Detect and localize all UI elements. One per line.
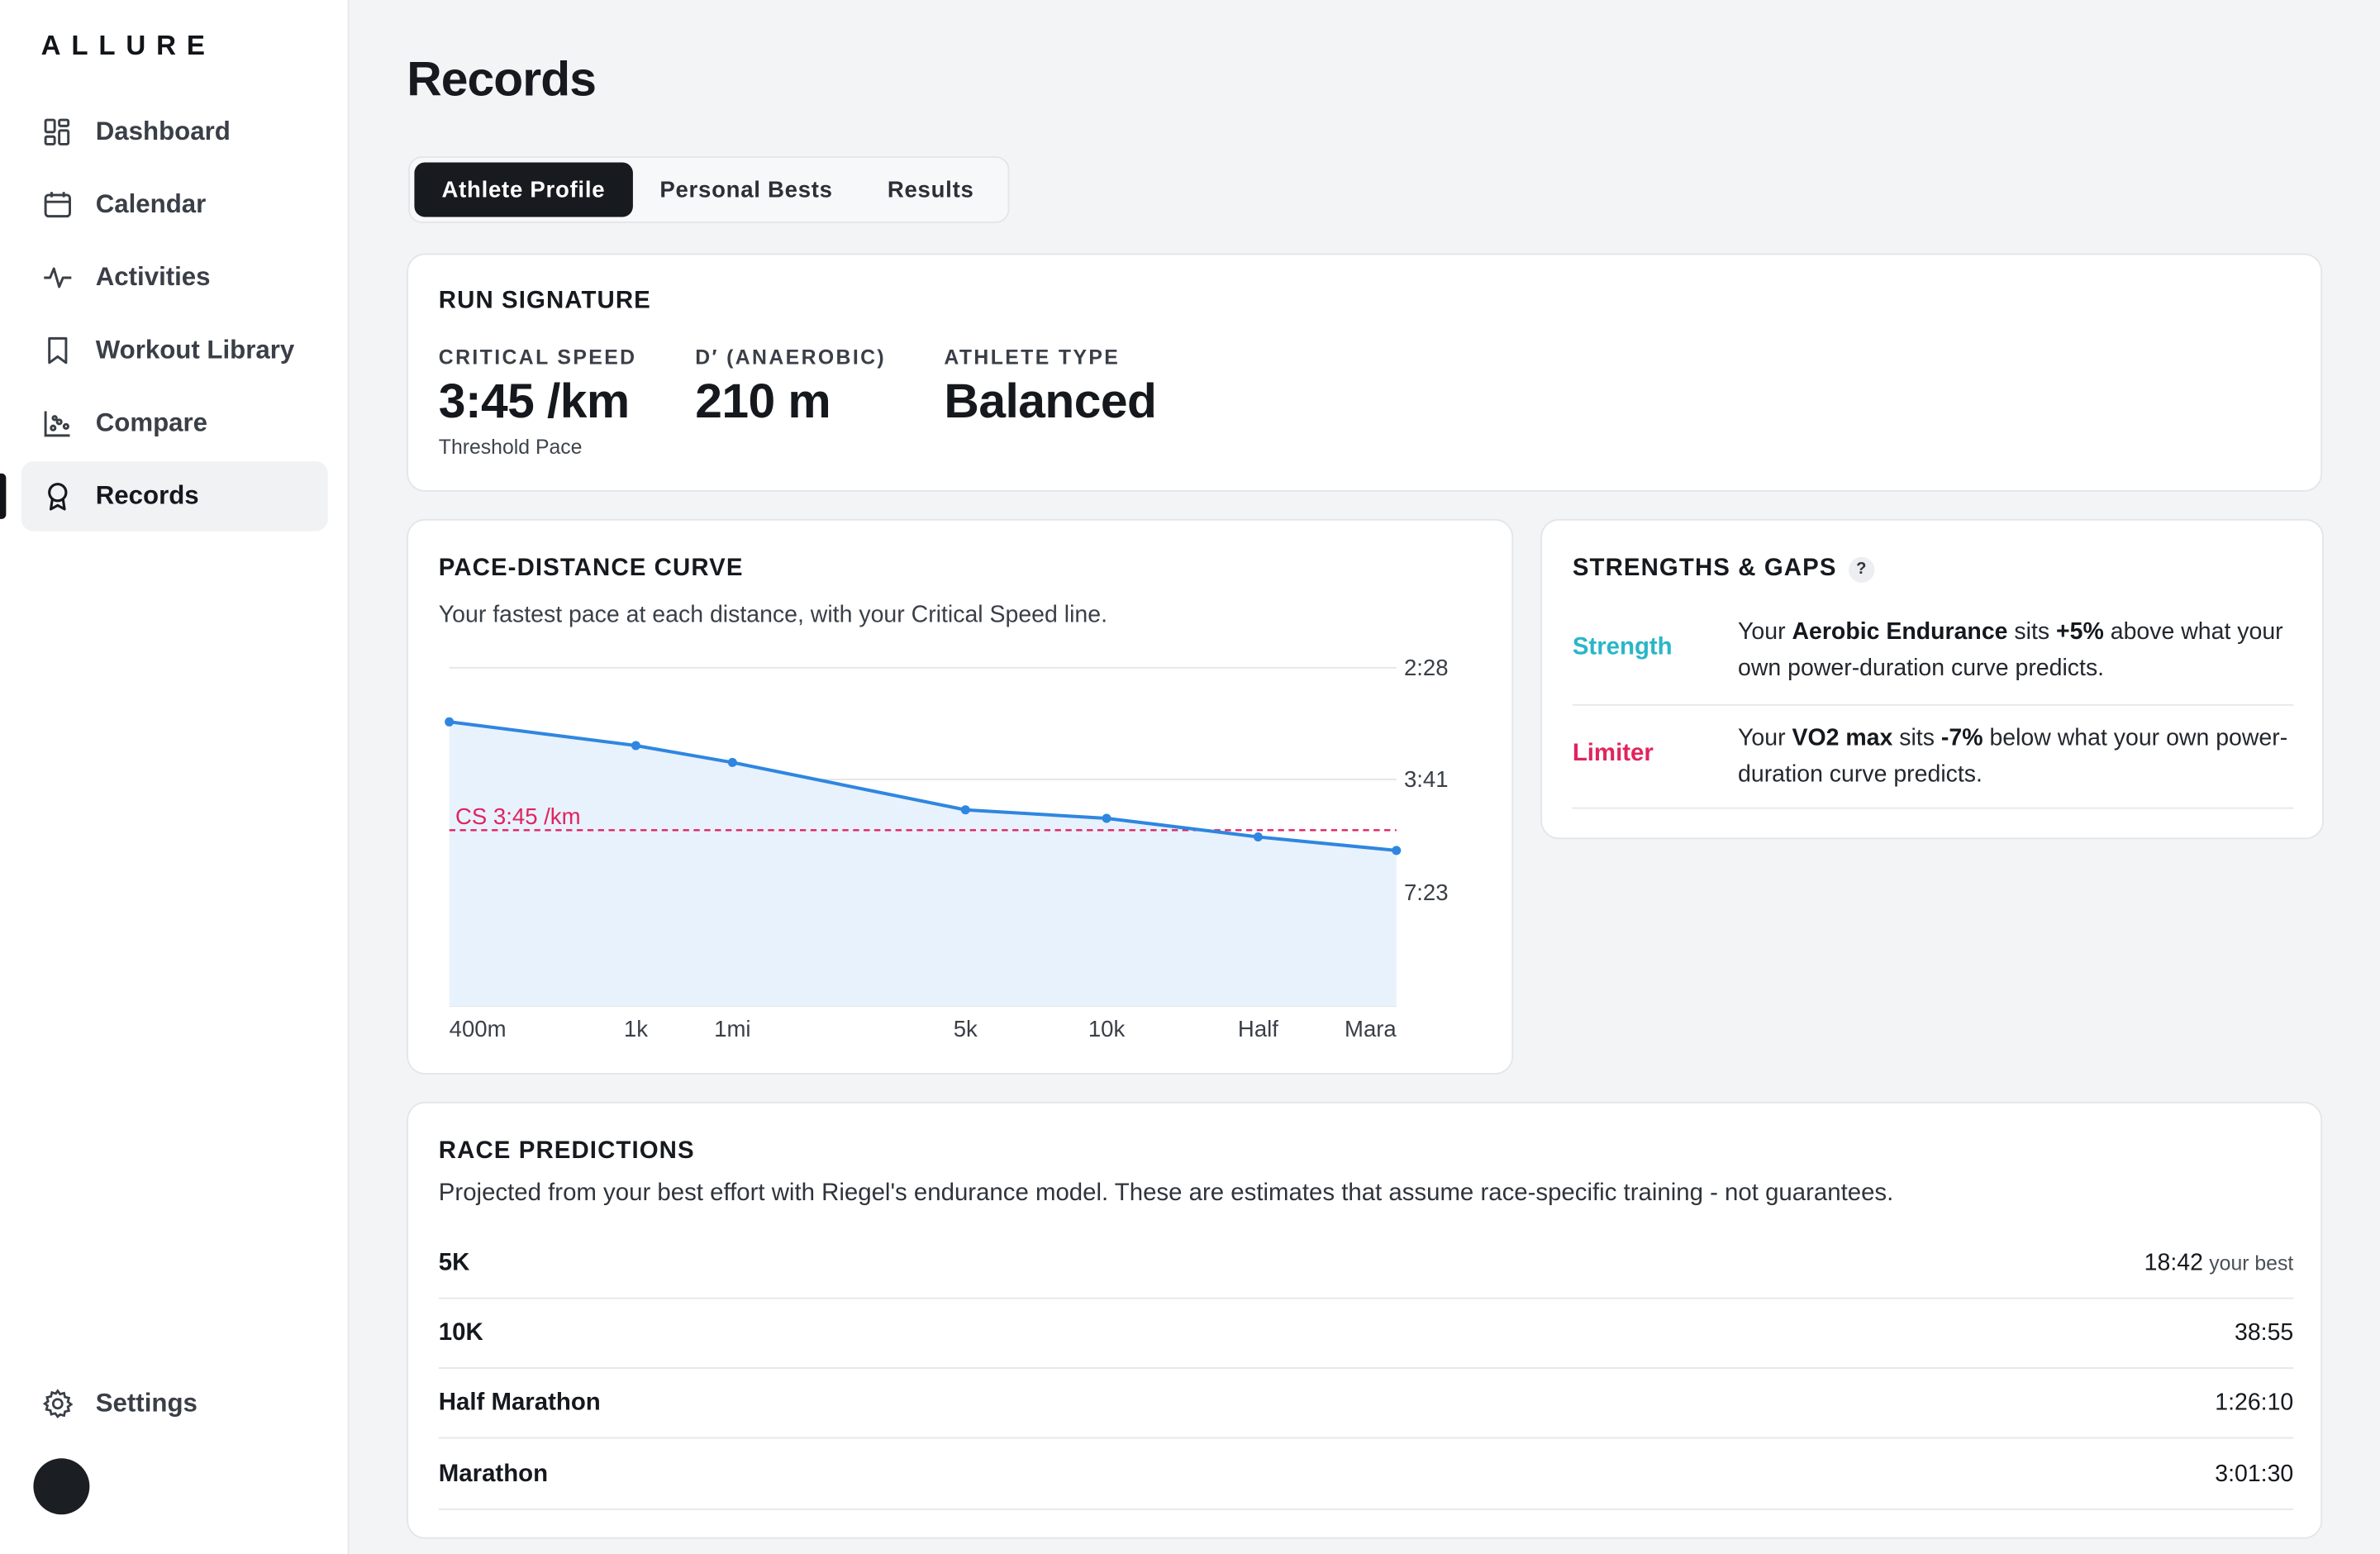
table-row: Marathon 3:01:30 (438, 1440, 2294, 1510)
card-description: Your fastest pace at each distance, with… (438, 602, 1107, 629)
best-note: your best (2209, 1251, 2294, 1275)
sidebar-item-label: Calendar (95, 189, 207, 219)
d-prime-metric: D′ (ANAEROBIC) 210 m (695, 346, 886, 430)
calendar-icon (42, 189, 73, 220)
sidebar-nav: Dashboard Calendar Activities Workout Li… (0, 97, 328, 534)
sidebar-item-compare[interactable]: Compare (21, 388, 328, 458)
card-title: RACE PREDICTIONS (438, 1137, 695, 1165)
data-point (631, 741, 640, 751)
race-name: Half Marathon (438, 1389, 601, 1415)
sidebar-item-label: Settings (95, 1388, 198, 1418)
strength-text: Your Aerobic Endurance sits +5% above wh… (1738, 619, 2283, 681)
x-tick-label: 1mi (714, 1016, 750, 1042)
help-icon[interactable]: ? (1849, 555, 1875, 583)
limiter-row: Limiter Your VO2 max sits -7% below what… (1572, 721, 2294, 809)
race-time: 1:26:10 (2215, 1389, 2294, 1415)
card-title-text: STRENGTHS & GAPS (1572, 555, 1837, 582)
table-row: Half Marathon 1:26:10 (438, 1369, 2294, 1439)
critical-speed-label: CS 3:45 /km (455, 803, 581, 829)
sidebar-item-workout-library[interactable]: Workout Library (21, 316, 328, 385)
race-name: 5K (438, 1249, 470, 1276)
x-tick-label: 5k (954, 1016, 978, 1042)
tab-personal-bests[interactable]: Personal Bests (659, 176, 833, 203)
sidebar-item-calendar[interactable]: Calendar (21, 170, 328, 240)
data-point (445, 717, 455, 727)
sidebar-item-label: Workout Library (95, 335, 295, 365)
table-row: 5K 18:42 your best (438, 1229, 2294, 1299)
card-description: Projected from your best effort with Rie… (438, 1180, 1894, 1207)
tab-results[interactable]: Results (887, 176, 974, 203)
card-title: RUN SIGNATURE (438, 288, 651, 315)
area-fill (449, 722, 1397, 1007)
race-name: 10K (438, 1319, 483, 1346)
race-time: 3:01:30 (2215, 1461, 2294, 1487)
scatter-chart-icon (42, 408, 73, 439)
sidebar-item-records[interactable]: Records (0, 461, 328, 532)
metric-subtext: Threshold Pace (438, 435, 583, 459)
sidebar-item-label: Dashboard (95, 117, 231, 146)
avatar[interactable] (33, 1458, 90, 1515)
bookmark-icon (42, 336, 73, 366)
sidebar-item-settings[interactable]: Settings (21, 1369, 328, 1438)
critical-speed-metric: CRITICAL SPEED 3:45 /km Threshold Pace (439, 346, 637, 459)
sidebar-item-dashboard[interactable]: Dashboard (21, 97, 328, 166)
race-time: 18:42 your best (2144, 1249, 2294, 1276)
metric-label: CRITICAL SPEED (438, 346, 637, 369)
page-title: Records (407, 51, 597, 107)
card-title: PACE-DISTANCE CURVE (438, 555, 744, 582)
settings-section: Settings (21, 1369, 328, 1442)
data-point (960, 805, 970, 815)
strength-row: Strength Your Aerobic Endurance sits +5%… (1572, 615, 2294, 706)
metric-label: ATHLETE TYPE (944, 346, 1121, 369)
award-icon (42, 481, 73, 512)
x-tick-label: Mara (1345, 1016, 1397, 1042)
x-tick-label: 1k (624, 1016, 648, 1042)
data-point (1253, 832, 1263, 842)
gear-icon (42, 1389, 74, 1419)
y-tick-label: 3:41 (1404, 766, 1449, 792)
pace-distance-card: PACE-DISTANCE CURVE Your fastest pace at… (407, 518, 1514, 1075)
y-tick-label: 7:23 (1404, 879, 1449, 905)
activity-icon (42, 263, 73, 293)
race-predictions-card: RACE PREDICTIONS Projected from your bes… (407, 1101, 2323, 1539)
athlete-type-metric: ATHLETE TYPE Balanced (944, 346, 1156, 430)
x-tick-label: 400m (450, 1016, 507, 1042)
metric-value: 3:45 /km (438, 373, 630, 428)
card-title: STRENGTHS & GAPS ? (1573, 555, 1875, 583)
active-indicator (0, 473, 7, 519)
limiter-tag: Limiter (1572, 740, 1654, 767)
metric-label: D′ (ANAEROBIC) (695, 346, 887, 369)
strength-tag: Strength (1572, 634, 1673, 660)
tab-athlete-profile[interactable]: Athlete Profile (414, 162, 633, 217)
sidebar-item-label: Compare (95, 408, 208, 437)
data-point (1392, 846, 1402, 856)
sidebar-item-label: Activities (95, 262, 211, 292)
data-point (727, 757, 737, 767)
strengths-gaps-card: STRENGTHS & GAPS ? Strength Your Aerobic… (1540, 518, 2324, 840)
run-signature-card: RUN SIGNATURE CRITICAL SPEED 3:45 /km Th… (407, 253, 2323, 492)
data-point (1102, 813, 1111, 823)
sidebar-item-activities[interactable]: Activities (21, 243, 328, 312)
table-row: 10K 38:55 (438, 1299, 2294, 1369)
race-time: 38:55 (2234, 1319, 2294, 1346)
dashboard-icon (42, 117, 73, 147)
sidebar-item-label: Records (95, 480, 199, 510)
race-name: Marathon (438, 1461, 549, 1487)
tab-bar: Athlete Profile Personal Bests Results (408, 156, 1010, 223)
x-tick-label: 10k (1088, 1016, 1126, 1042)
metric-value: 210 m (695, 373, 831, 428)
metric-value: Balanced (944, 373, 1157, 428)
y-tick-label: 2:28 (1404, 655, 1449, 680)
x-tick-label: Half (1238, 1016, 1278, 1042)
limiter-text: Your VO2 max sits -7% below what your ow… (1738, 725, 2288, 787)
app-logo[interactable]: ALLURE (40, 30, 216, 61)
pace-distance-chart: 2:28 3:41 7:23 CS 3:45 /km 400m 1k 1mi 5k 10k Hal… (445, 655, 1449, 1042)
sidebar: ALLURE Dashboard Calendar Activities (0, 0, 350, 1554)
